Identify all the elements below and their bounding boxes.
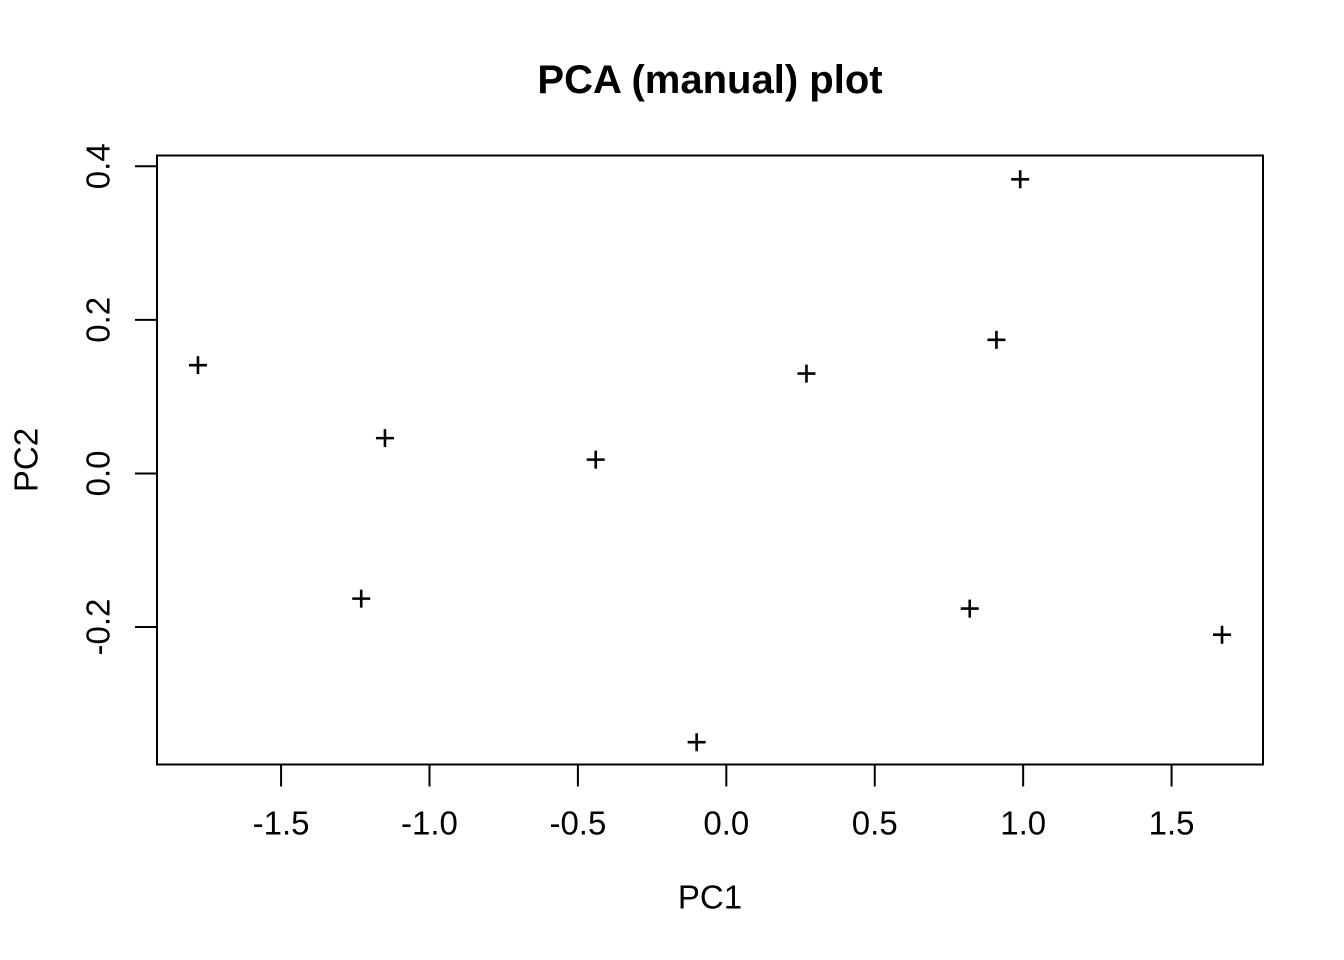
plus-marker (987, 330, 1006, 349)
plus-marker (188, 356, 207, 375)
x-axis-title: PC1 (678, 879, 742, 916)
x-tick-label: 1.5 (1149, 805, 1195, 842)
plus-marker (797, 364, 816, 383)
plus-marker (375, 429, 394, 448)
plus-marker (586, 450, 605, 469)
plus-marker (687, 733, 706, 752)
chart-title: PCA (manual) plot (537, 58, 882, 102)
y-tick-label: -0.2 (80, 599, 117, 656)
y-axis-title: PC2 (8, 428, 45, 492)
x-tick-label: 0.5 (852, 805, 898, 842)
plus-marker (1011, 170, 1030, 189)
x-tick-label: -0.5 (549, 805, 606, 842)
y-tick-label: 0.0 (80, 451, 117, 497)
x-tick-label: 1.0 (1000, 805, 1046, 842)
y-tick-label: 0.4 (80, 143, 117, 189)
plus-marker (1213, 625, 1232, 644)
x-tick-label: -1.5 (253, 805, 310, 842)
x-tick-label: -1.0 (401, 805, 458, 842)
plot-frame (156, 154, 1264, 766)
y-tick-label: 0.2 (80, 297, 117, 343)
plus-marker (960, 599, 979, 618)
x-tick-label: 0.0 (703, 805, 749, 842)
plus-marker (352, 589, 371, 608)
